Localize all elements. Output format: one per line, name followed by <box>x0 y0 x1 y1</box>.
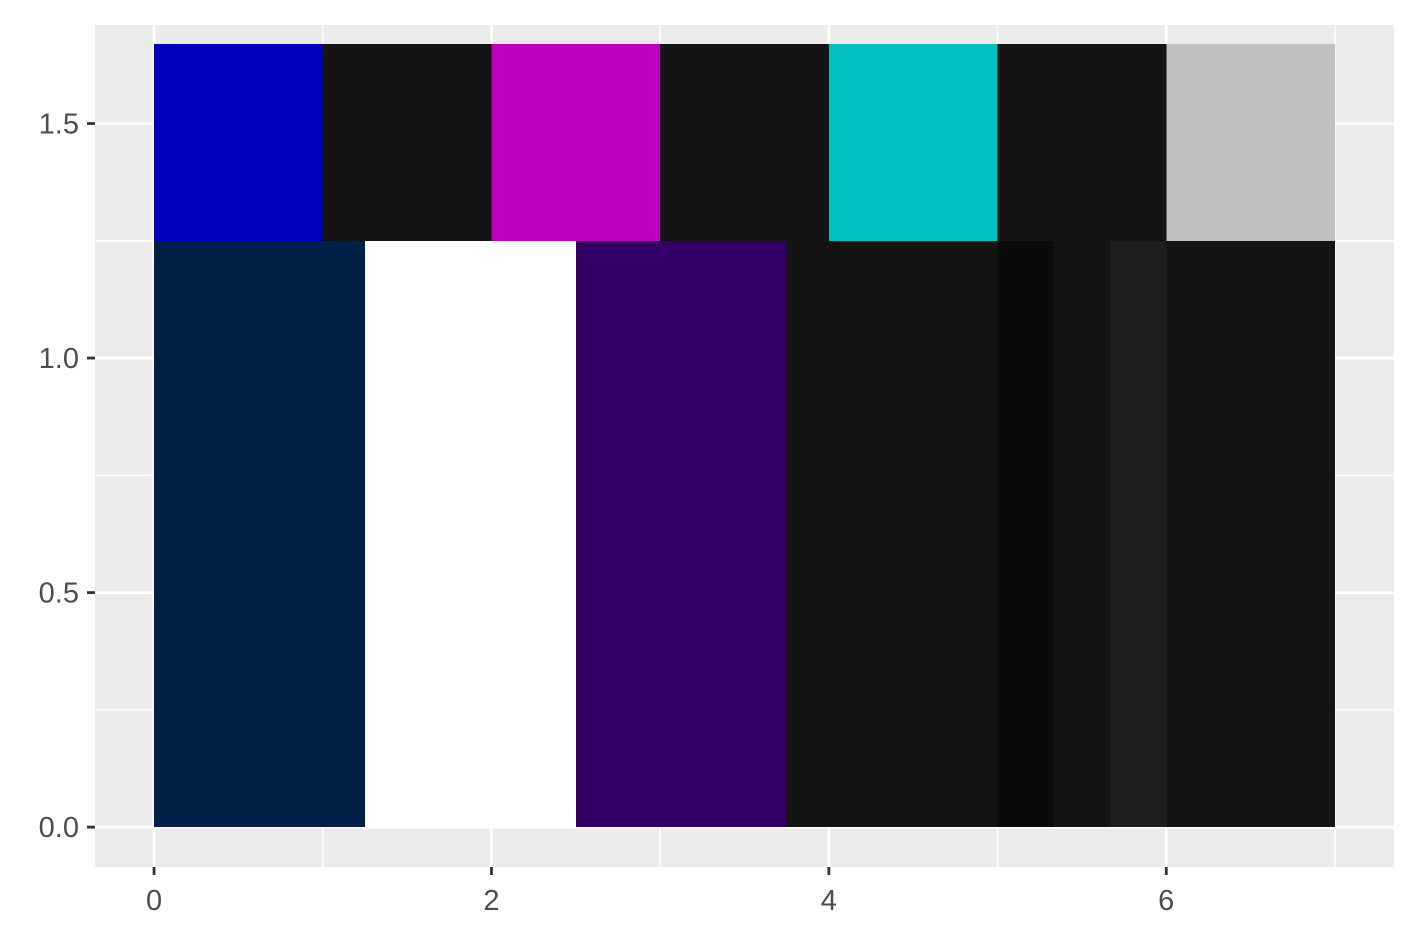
rect-top-6 <box>997 43 1167 241</box>
rect-bottom-1 <box>154 240 365 828</box>
rect-bottom-3 <box>575 240 787 828</box>
rect-top-5 <box>828 43 998 241</box>
x-tick-label: 0 <box>146 885 162 917</box>
rect-bottom-2 <box>364 240 576 828</box>
x-axis: 0 2 4 6 <box>146 867 1174 917</box>
y-axis: 0.0 0.5 1.0 1.5 <box>39 109 95 844</box>
x-tick-label: 6 <box>1158 885 1174 917</box>
x-tick-label: 4 <box>821 885 837 917</box>
y-tick-label: 1.5 <box>39 109 79 141</box>
rect-bottom-7 <box>1110 240 1167 828</box>
rect-top-7 <box>1166 43 1335 241</box>
data-rectangles <box>154 43 1335 828</box>
y-tick-label: 0.5 <box>39 578 79 610</box>
rect-top-4 <box>660 43 829 241</box>
y-tick-label: 1.0 <box>39 343 79 375</box>
rect-bottom-5 <box>997 240 1054 828</box>
rect-top-3 <box>491 43 661 241</box>
rect-bottom-4 <box>786 240 998 828</box>
rect-top-2 <box>322 43 492 241</box>
x-tick-label: 2 <box>483 885 499 917</box>
rect-bottom-8 <box>1166 240 1335 828</box>
y-tick-label: 0.0 <box>39 812 79 844</box>
rect-bottom-6 <box>1053 240 1111 828</box>
rect-top-1 <box>154 43 323 241</box>
